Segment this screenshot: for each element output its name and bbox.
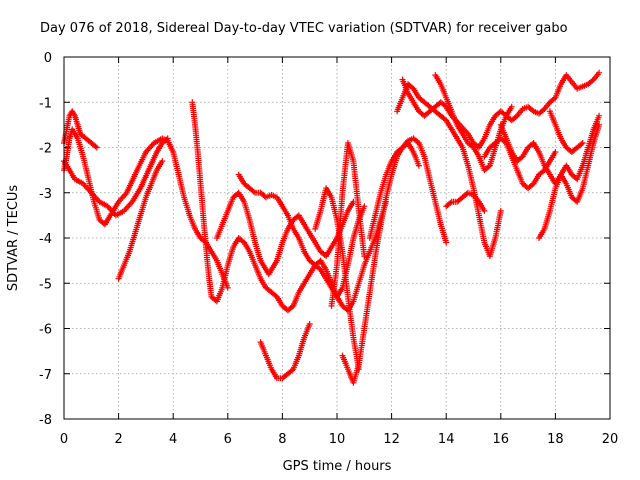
chart-title: Day 076 of 2018, Sidereal Day-to-day VTE… bbox=[40, 21, 568, 36]
series-arc-13 bbox=[394, 81, 504, 260]
series-arc-5 bbox=[189, 99, 368, 314]
data-point-marks bbox=[443, 189, 488, 214]
data-point-marks bbox=[115, 158, 166, 282]
x-axis-label: GPS time / hours bbox=[283, 459, 392, 474]
x-tick-label: 4 bbox=[169, 432, 177, 447]
data-point-marks bbox=[481, 135, 559, 192]
y-tick-label: -8 bbox=[39, 413, 52, 428]
x-tick-label: 14 bbox=[438, 432, 455, 447]
x-tick-label: 16 bbox=[493, 432, 510, 447]
data-point-marks bbox=[394, 81, 504, 260]
data-point-marks bbox=[312, 185, 362, 373]
y-tick-label: -7 bbox=[39, 368, 52, 383]
data-point-marks bbox=[366, 135, 450, 246]
x-tick-label: 0 bbox=[60, 432, 68, 447]
x-tick-label: 10 bbox=[329, 432, 346, 447]
series-arc-20 bbox=[546, 108, 586, 155]
x-tick-label: 6 bbox=[224, 432, 232, 447]
series-arc-4 bbox=[115, 158, 166, 282]
data-point-marks bbox=[339, 140, 422, 386]
data-point-marks bbox=[189, 99, 368, 314]
data-marks bbox=[61, 69, 603, 386]
series-arc-14 bbox=[399, 69, 603, 151]
series-arc-17 bbox=[481, 135, 559, 192]
series-arc-8 bbox=[257, 321, 313, 382]
axis-ticks: 0 2 4 6 8 10 12 14 16 18 20 0 -1 -2 -3 -4 -5 -6 -7 -8 bbox=[39, 51, 618, 447]
y-tick-label: -1 bbox=[39, 96, 52, 111]
series-arc-9 bbox=[312, 185, 362, 373]
y-tick-label: -2 bbox=[39, 142, 52, 157]
x-tick-label: 2 bbox=[114, 432, 122, 447]
data-point-marks bbox=[399, 69, 603, 151]
data-point-marks bbox=[257, 321, 313, 382]
y-axis-label: SDTVAR / TECUs bbox=[6, 185, 21, 292]
series-arc-19 bbox=[536, 121, 603, 241]
x-tick-label: 12 bbox=[383, 432, 400, 447]
series-arc-10 bbox=[328, 140, 368, 309]
y-tick-label: -4 bbox=[39, 232, 52, 247]
x-tick-label: 18 bbox=[547, 432, 564, 447]
y-tick-label: -6 bbox=[39, 323, 52, 338]
data-point-marks bbox=[546, 108, 586, 155]
y-tick-label: 0 bbox=[44, 51, 52, 66]
series-arc-16 bbox=[443, 189, 488, 214]
x-tick-label: 20 bbox=[602, 432, 619, 447]
y-tick-label: -5 bbox=[39, 277, 52, 292]
x-tick-label: 8 bbox=[278, 432, 286, 447]
data-point-marks bbox=[536, 121, 603, 241]
data-point-marks bbox=[328, 140, 368, 309]
series-arc-11 bbox=[339, 140, 422, 386]
series-arc-12 bbox=[366, 135, 450, 246]
y-tick-label: -3 bbox=[39, 187, 52, 202]
